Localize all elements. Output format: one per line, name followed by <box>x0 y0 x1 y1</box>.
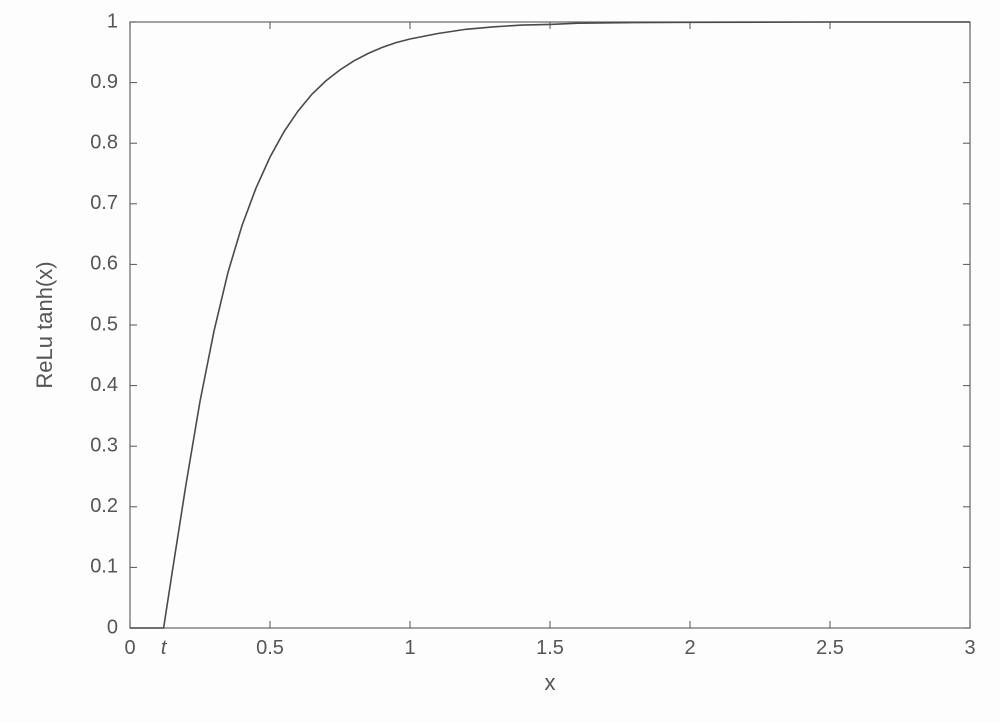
y-tick-label: 0.2 <box>90 495 118 517</box>
x-tick-label: 0 <box>124 637 135 659</box>
chart-container: 0 0.1 0.2 0.3 0.4 0.5 0.6 0.7 0.8 0.9 1 0 0.5 1 1.5 2 2.… <box>0 0 1000 723</box>
y-tick-label: 0.6 <box>90 253 118 275</box>
y-tick-label: 0.5 <box>90 313 118 335</box>
x-axis-label: x <box>545 670 556 695</box>
y-tick-label: 0.7 <box>90 192 118 214</box>
x-tick-label: 0.5 <box>256 637 284 659</box>
y-tick-label: 0.8 <box>90 131 118 153</box>
y-tick-label: 0.4 <box>90 374 118 396</box>
x-tick-label: 3 <box>964 637 975 659</box>
y-tick-label: 1 <box>107 10 118 32</box>
y-tick-label: 0.1 <box>90 556 118 578</box>
x-tick-label: 1.5 <box>536 637 564 659</box>
x-tick-label: 2.5 <box>816 637 844 659</box>
y-tick-label: 0 <box>107 616 118 638</box>
x-tick-label: 1 <box>404 637 415 659</box>
x-tick-label: 2 <box>684 637 695 659</box>
y-tick-label: 0.9 <box>90 71 118 93</box>
y-axis-label: ReLu tanh(x) <box>32 261 57 388</box>
line-chart: 0 0.1 0.2 0.3 0.4 0.5 0.6 0.7 0.8 0.9 1 0 0.5 1 1.5 2 2.… <box>0 0 1000 723</box>
y-tick-label: 0.3 <box>90 434 118 456</box>
